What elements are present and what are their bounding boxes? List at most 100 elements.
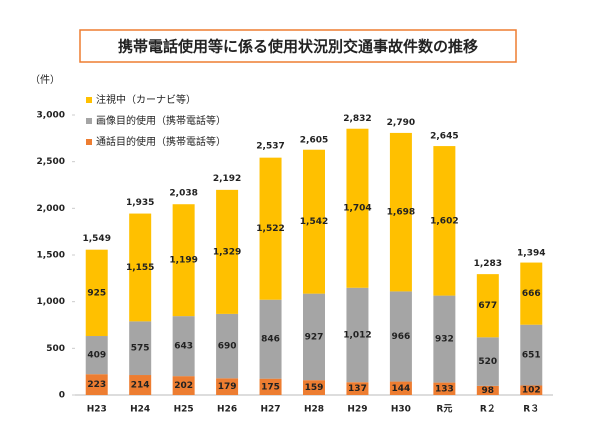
y-tick-label: 2,000 xyxy=(37,204,65,214)
bar-segment xyxy=(216,313,239,379)
total-label: 2,832 xyxy=(343,114,371,124)
value-label: 223 xyxy=(87,380,106,390)
y-tick-label: 500 xyxy=(46,344,65,354)
value-label: 1,199 xyxy=(169,256,197,266)
x-tick-label: H30 xyxy=(391,405,411,415)
bar-segment xyxy=(172,316,195,377)
value-label: 1,522 xyxy=(256,224,284,234)
value-label: 666 xyxy=(522,289,541,299)
legend-label: 注視中（カーナビ等） xyxy=(96,93,196,106)
x-tick-label: H27 xyxy=(261,405,281,415)
value-label: 690 xyxy=(218,342,237,352)
x-tick-label: H24 xyxy=(130,405,150,415)
value-label: 1,698 xyxy=(387,208,415,218)
bar-segment xyxy=(85,336,108,375)
legend-swatch xyxy=(86,97,92,103)
bar-segment xyxy=(476,385,499,395)
x-tick-label: R３ xyxy=(523,404,539,415)
bar-segment xyxy=(346,287,369,383)
x-tick-label: H26 xyxy=(217,405,237,415)
value-label: 137 xyxy=(348,384,367,394)
bar-segment xyxy=(259,378,282,395)
chart-title: 携帯電話使用等に係る使用状況別交通事故件数の推移 xyxy=(118,38,478,56)
bar-segment xyxy=(303,380,325,395)
bar-segment xyxy=(520,262,543,325)
bar-segment xyxy=(476,274,499,338)
value-label: 214 xyxy=(131,381,150,391)
x-tick-label: H25 xyxy=(174,405,194,415)
bar-segment xyxy=(433,382,456,395)
total-label: 2,645 xyxy=(430,132,458,142)
bar-segment xyxy=(85,249,108,337)
total-label: 1,549 xyxy=(82,234,110,244)
legend-label: 画像目的使用（携帯電話等） xyxy=(96,114,226,127)
total-label: 2,605 xyxy=(300,135,328,145)
value-label: 144 xyxy=(392,384,411,394)
value-label: 643 xyxy=(174,342,193,352)
value-label: 927 xyxy=(305,332,324,342)
value-label: 1,012 xyxy=(343,330,371,340)
x-tick-label: H28 xyxy=(304,405,324,415)
title-box xyxy=(79,29,517,63)
bar-segment xyxy=(346,128,369,288)
bar-segment xyxy=(129,321,152,376)
bar-segment xyxy=(303,293,325,381)
bar-segment xyxy=(172,204,195,317)
bar-segment xyxy=(389,291,412,382)
bar-segment xyxy=(520,385,543,395)
y-tick-label: 1,000 xyxy=(37,297,65,307)
y-tick-label: 3,000 xyxy=(37,111,65,121)
bar-segment xyxy=(259,157,282,300)
bar-segment xyxy=(389,381,412,395)
value-label: 133 xyxy=(435,384,454,394)
value-label: 651 xyxy=(522,351,541,361)
bar-segment xyxy=(129,375,152,395)
total-label: 2,038 xyxy=(169,188,197,198)
total-label: 1,394 xyxy=(517,248,545,258)
bar-segment xyxy=(346,382,369,395)
value-label: 175 xyxy=(261,382,280,392)
total-label: 2,790 xyxy=(387,118,415,128)
legend-swatch xyxy=(86,118,92,124)
bar-segment xyxy=(216,378,239,395)
value-label: 98 xyxy=(482,386,495,396)
legend-swatch xyxy=(86,139,92,145)
y-tick-label: 2,500 xyxy=(37,157,65,167)
bar-segment xyxy=(476,337,499,386)
value-label: 409 xyxy=(87,351,106,361)
value-label: 179 xyxy=(218,382,237,392)
bar-segment xyxy=(172,376,195,395)
legend-label: 通話目的使用（携帯電話等） xyxy=(96,135,226,148)
value-label: 966 xyxy=(392,332,411,342)
value-label: 1,329 xyxy=(213,247,241,257)
value-label: 677 xyxy=(478,301,497,311)
value-label: 102 xyxy=(522,386,541,396)
bar-segment xyxy=(85,374,108,395)
bar-segment xyxy=(433,295,456,383)
total-label: 2,537 xyxy=(256,142,284,152)
bar-segment xyxy=(433,146,456,296)
value-label: 1,542 xyxy=(300,217,328,227)
value-label: 846 xyxy=(261,335,280,345)
x-tick-label: R元 xyxy=(436,404,452,415)
value-label: 925 xyxy=(87,288,106,298)
value-label: 1,602 xyxy=(430,216,458,226)
value-label: 575 xyxy=(131,344,150,354)
value-label: 1,704 xyxy=(343,204,371,214)
y-unit: （件） xyxy=(30,74,60,86)
bar-segment xyxy=(303,149,325,294)
y-tick-label: 1,500 xyxy=(37,251,65,261)
x-tick-label: H29 xyxy=(347,405,367,415)
value-label: 932 xyxy=(435,335,454,345)
total-label: 1,283 xyxy=(474,259,502,269)
value-label: 520 xyxy=(478,357,497,367)
bar-segment xyxy=(389,132,412,292)
bar-segment xyxy=(520,324,543,386)
x-tick-label: H23 xyxy=(87,405,107,415)
total-label: 2,192 xyxy=(213,174,241,184)
y-tick-label: 0 xyxy=(59,391,65,401)
bar-segment xyxy=(259,299,282,379)
x-tick-label: R２ xyxy=(480,404,496,415)
value-label: 202 xyxy=(174,381,193,391)
